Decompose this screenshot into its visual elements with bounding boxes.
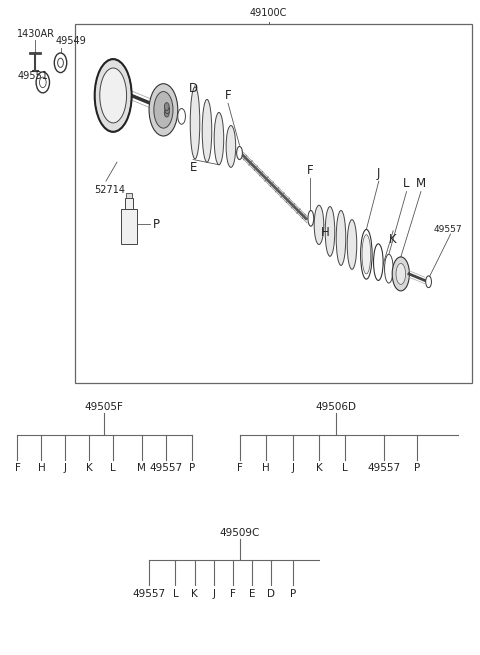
Text: K: K (191, 589, 198, 599)
Text: H: H (37, 464, 45, 474)
Text: D: D (267, 589, 275, 599)
Text: J: J (377, 167, 381, 179)
Bar (121, 208, 137, 244)
Ellipse shape (336, 210, 346, 265)
Ellipse shape (100, 68, 127, 123)
Ellipse shape (308, 210, 314, 226)
Text: P: P (289, 589, 296, 599)
Ellipse shape (165, 106, 169, 114)
Text: H: H (263, 464, 270, 474)
Text: 52714: 52714 (94, 185, 125, 195)
Ellipse shape (392, 257, 409, 291)
Ellipse shape (190, 87, 200, 159)
Ellipse shape (362, 234, 371, 274)
Text: K: K (86, 464, 93, 474)
Ellipse shape (314, 205, 324, 244)
Text: 49506D: 49506D (315, 402, 356, 413)
Ellipse shape (325, 206, 335, 256)
Text: L: L (172, 589, 178, 599)
Ellipse shape (36, 72, 49, 93)
Ellipse shape (154, 92, 173, 128)
Text: F: F (14, 464, 20, 474)
Ellipse shape (237, 147, 242, 160)
Text: 49549: 49549 (56, 37, 86, 47)
Bar (126, 193, 132, 198)
Text: F: F (230, 589, 236, 599)
Text: E: E (249, 589, 255, 599)
Text: 49505F: 49505F (84, 402, 123, 413)
Ellipse shape (58, 58, 63, 67)
Text: F: F (307, 164, 313, 177)
Ellipse shape (54, 53, 67, 73)
Text: L: L (342, 464, 348, 474)
Text: D: D (189, 82, 198, 95)
Text: K: K (315, 464, 323, 474)
Ellipse shape (164, 109, 169, 117)
Ellipse shape (95, 60, 132, 132)
Text: J: J (291, 464, 294, 474)
Text: P: P (414, 464, 420, 474)
Ellipse shape (149, 84, 178, 136)
Text: 49557: 49557 (149, 464, 182, 474)
Text: H: H (321, 226, 330, 239)
Ellipse shape (39, 77, 46, 88)
Text: J: J (64, 464, 67, 474)
Text: M: M (416, 178, 426, 190)
Text: P: P (189, 464, 195, 474)
Text: E: E (190, 161, 197, 174)
Text: P: P (153, 217, 160, 231)
Text: F: F (237, 464, 243, 474)
Text: 49557: 49557 (132, 589, 166, 599)
Text: 49557: 49557 (367, 464, 400, 474)
Ellipse shape (360, 229, 372, 279)
Text: 1430AR: 1430AR (17, 29, 56, 39)
Ellipse shape (426, 276, 432, 288)
Ellipse shape (202, 100, 212, 162)
Text: K: K (389, 233, 397, 246)
Text: M: M (137, 464, 146, 474)
Ellipse shape (226, 126, 236, 168)
Text: 49100C: 49100C (250, 8, 288, 18)
Text: L: L (110, 464, 116, 474)
Ellipse shape (396, 263, 406, 284)
Ellipse shape (373, 244, 383, 280)
Ellipse shape (164, 103, 169, 111)
Bar (75, 24, 472, 383)
Text: 49551: 49551 (17, 71, 48, 81)
Text: L: L (403, 178, 410, 190)
Text: J: J (212, 589, 215, 599)
Ellipse shape (214, 113, 224, 165)
Ellipse shape (384, 254, 393, 283)
Text: 49509C: 49509C (220, 528, 260, 538)
Text: F: F (225, 89, 231, 102)
Bar (125, 198, 133, 208)
Ellipse shape (347, 219, 357, 269)
Ellipse shape (178, 109, 185, 124)
Text: 49557: 49557 (434, 225, 463, 234)
